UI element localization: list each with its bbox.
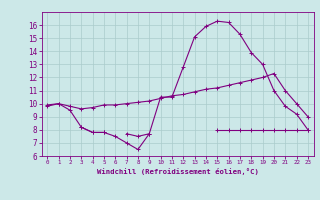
X-axis label: Windchill (Refroidissement éolien,°C): Windchill (Refroidissement éolien,°C) [97, 168, 259, 175]
